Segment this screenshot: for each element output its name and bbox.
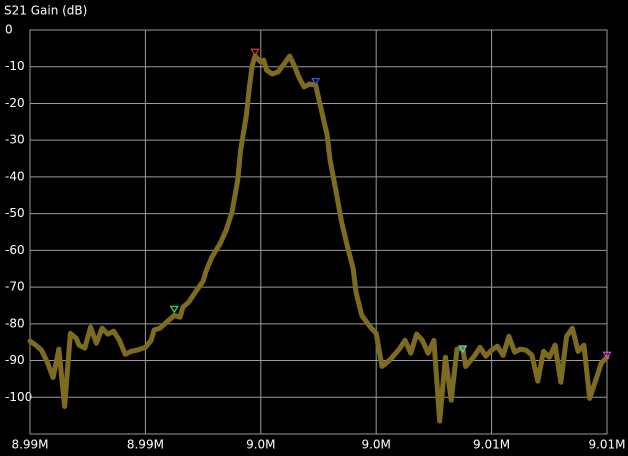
marker [458,345,468,354]
x-tick-label: 9.01M [588,438,625,452]
y-tick-label: -20 [5,96,25,110]
marker [169,305,179,314]
y-tick-label: -80 [5,316,25,330]
y-tick-label: -10 [5,59,25,73]
y-tick-label: -100 [5,390,32,404]
y-tick-label: -50 [5,206,25,220]
trace [27,53,610,424]
x-tick-label: 9.01M [473,438,510,452]
y-tick-label: -40 [5,169,25,183]
y-tick-label: -90 [5,353,25,367]
chart-title: S21 Gain (dB) [4,4,87,18]
x-tick-label: 9.0M [361,438,390,452]
marker [250,48,260,57]
marker [311,78,321,86]
y-tick-label: 0 [5,23,13,37]
y-tick-label: -30 [5,133,25,147]
y-tick-label: -70 [5,280,25,294]
y-tick-label: -60 [5,243,25,257]
marker [602,351,612,360]
x-tick-label: 8.99M [11,438,48,452]
x-tick-label: 9.0M [246,438,275,452]
x-tick-label: 8.99M [127,438,164,452]
